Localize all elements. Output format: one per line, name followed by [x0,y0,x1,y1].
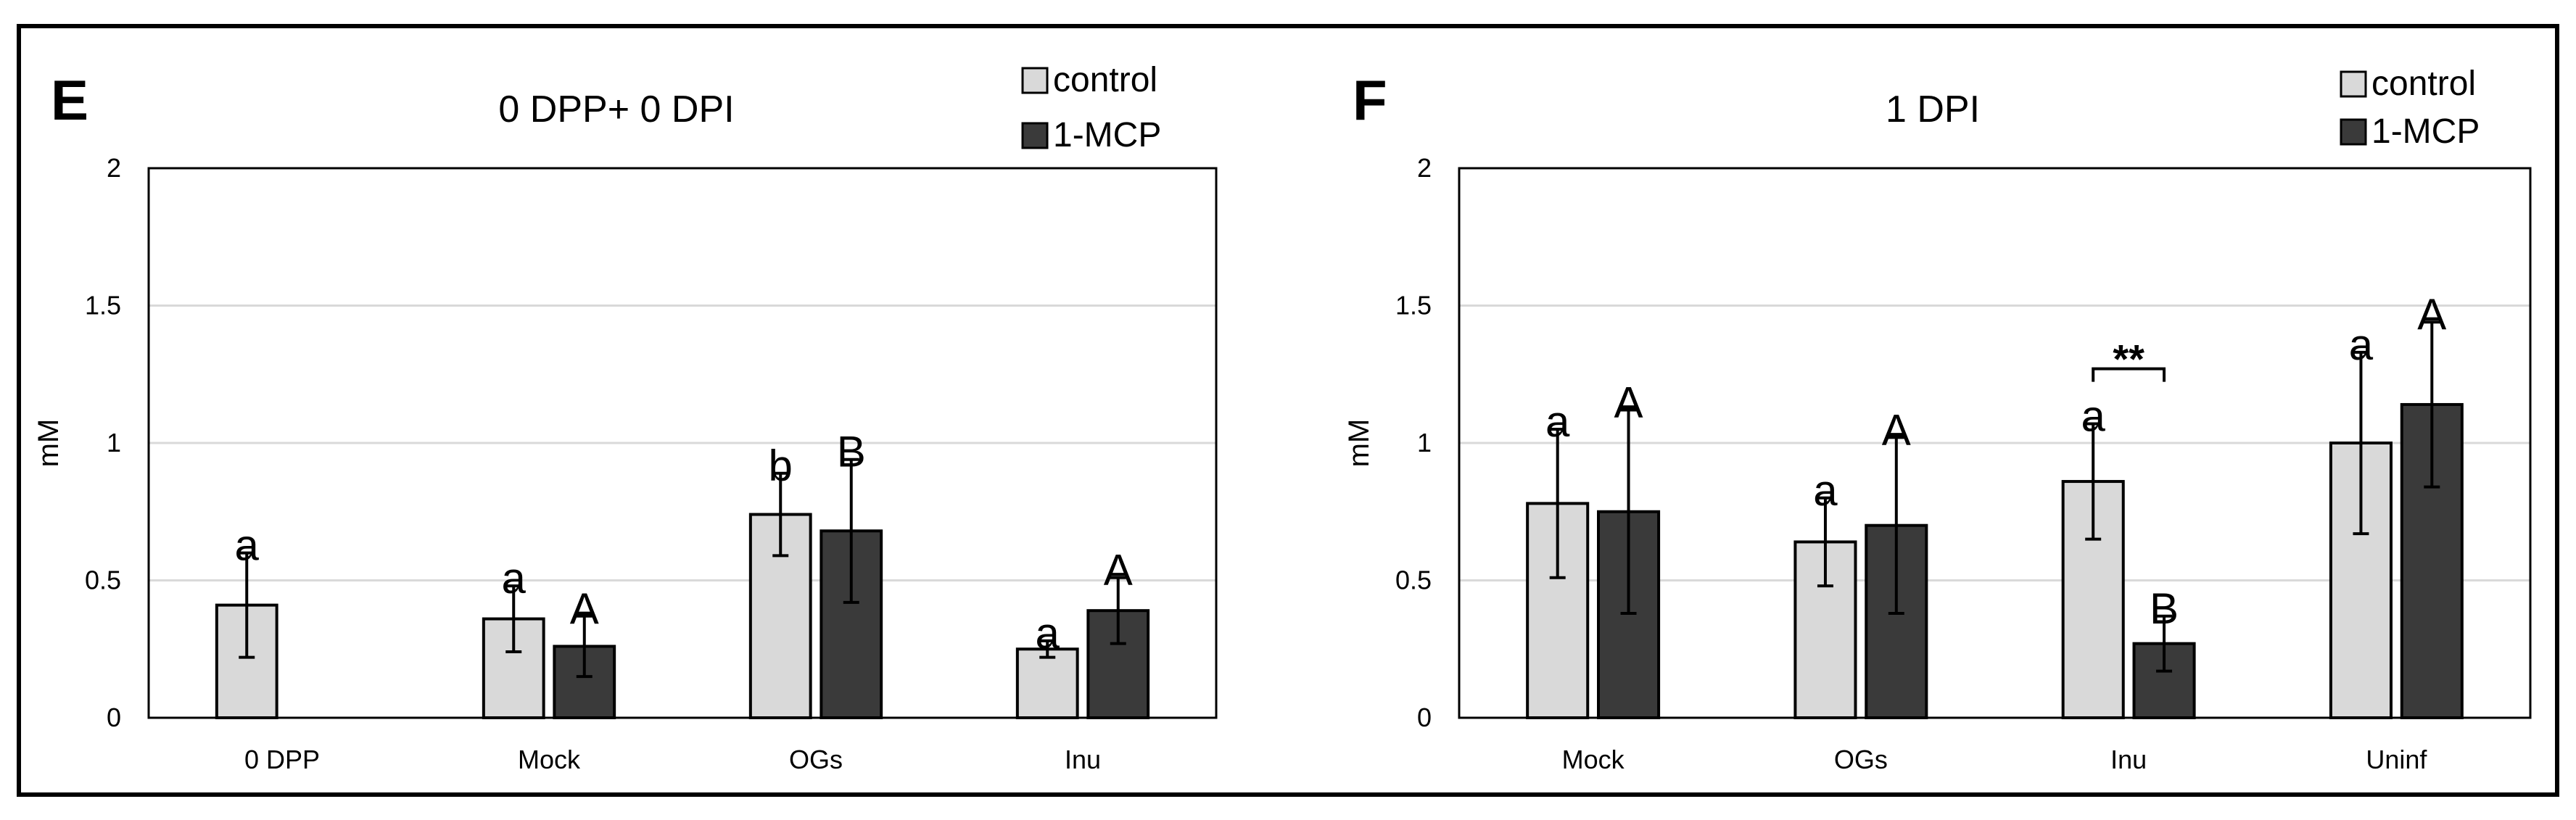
x-category-label: Inu [2110,745,2147,774]
y-tick-label: 0 [107,703,121,732]
significance-bracket [2092,367,2166,382]
error-bar [2424,320,2440,489]
panel-letter: E [51,68,88,132]
significance-letter: a [2081,392,2106,440]
y-tick-label: 1 [107,428,121,457]
plot-area [1458,167,2532,719]
significance-letter: b [769,442,793,490]
significance-letter: A [1882,405,1911,454]
error-bar [1110,576,1126,645]
y-axis-label: mM [33,419,65,468]
significance-stars: ** [2113,336,2144,382]
error-bar [1039,639,1056,659]
error-bar [2353,350,2369,536]
error-bar [239,551,255,659]
y-tick-label: 2 [1417,153,1432,183]
x-category-label: Uninf [2366,745,2427,774]
error-bar [772,471,789,558]
significance-letter: B [2150,584,2179,633]
legend-swatch-control [1021,67,1049,94]
significance-letter: a [2349,320,2374,369]
error-bar [843,457,859,604]
error-bar [1888,436,1904,615]
chart-title: 1 DPI [1886,88,1980,131]
error-bar [576,614,593,679]
outer-frame [17,24,2559,797]
error-bar [1549,428,1566,579]
x-category-label: OGs [789,745,843,774]
significance-letter: a [1036,609,1060,658]
x-category-label: Inu [1065,745,1101,774]
legend-label: control [1053,61,1157,99]
error-bar [2085,422,2102,541]
y-axis-label: mM [1343,419,1375,468]
error-bar [2156,614,2173,673]
x-category-label: Mock [1562,745,1625,774]
y-tick-label: 0 [1417,703,1432,732]
chart-title: 0 DPP+ 0 DPI [498,88,734,131]
bar-control [1015,647,1079,719]
panel-e: E 0 DPP+ 0 DPI control 1-MCP 0 0.5 1 1.5 2 mM 0 DP… [33,61,1218,774]
legend-label: 1-MCP [2371,112,2480,151]
legend-swatch-1mcp [2340,118,2367,146]
error-bar [505,584,522,654]
legend-label: 1-MCP [1053,116,1161,154]
legend-label: control [2371,65,2476,103]
significance-letter: A [570,584,599,633]
error-bar [1817,496,1833,588]
significance-letter: A [2417,290,2446,339]
significance-letter: A [1614,378,1643,427]
y-tick-label: 1.5 [85,291,121,320]
y-tick-label: 1 [1417,428,1432,457]
significance-letter: a [235,521,260,570]
x-category-label: OGs [1834,745,1888,774]
legend-swatch-control [2340,70,2367,98]
x-category-label: Mock [518,745,581,774]
legend-swatch-1mcp [1021,122,1049,149]
y-tick-label: 2 [107,153,121,183]
y-tick-label: 1.5 [1395,291,1432,320]
significance-letter: B [837,428,866,476]
x-category-label: 0 DPP [244,745,320,774]
plot-area [147,167,1218,719]
significance-letter: a [1813,466,1838,515]
significance-letter: a [502,554,527,602]
error-bar [1620,408,1637,615]
significance-letter: a [1545,397,1570,446]
significance-letter: A [1104,546,1133,595]
panel-letter: F [1353,68,1387,132]
y-tick-label: 0.5 [1395,566,1432,595]
y-tick-label: 0.5 [85,566,121,595]
